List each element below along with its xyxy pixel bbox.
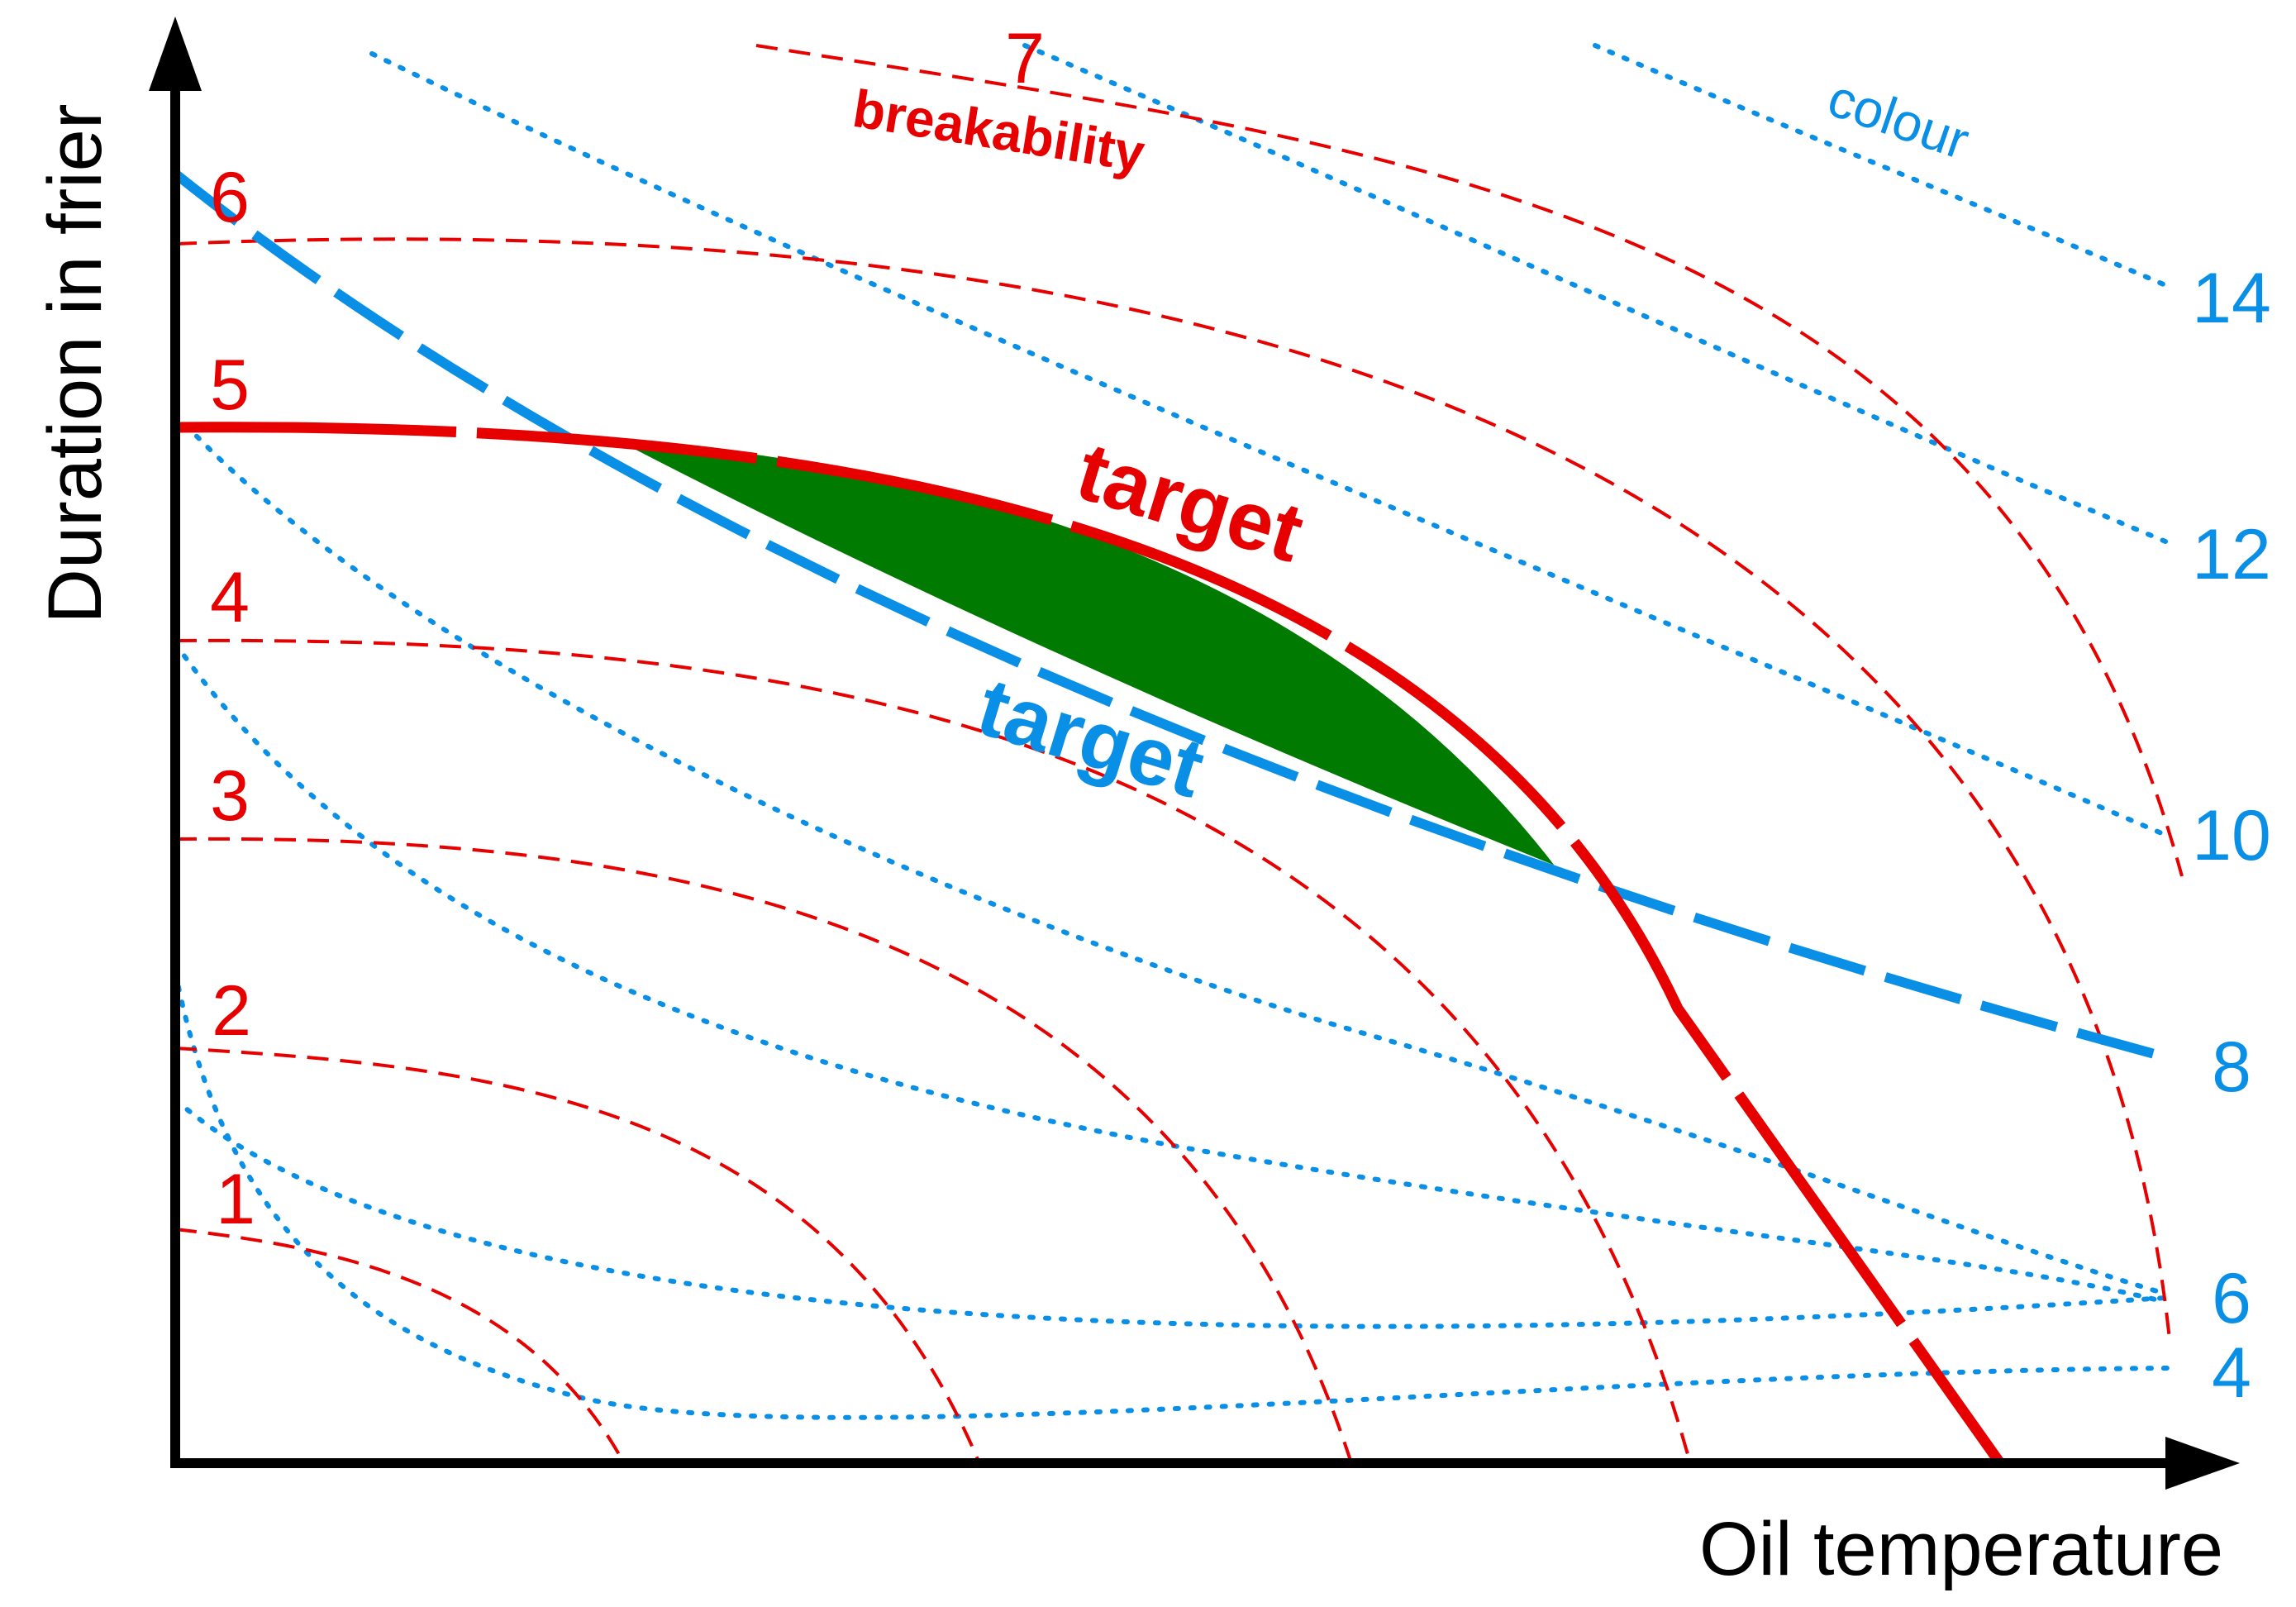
breakability-contours bbox=[174, 44, 2184, 1464]
colour-labels: colour 14 12 10 8 6 4 target bbox=[968, 68, 2271, 1413]
colour-label-8: 8 bbox=[2212, 1028, 2251, 1107]
breakability-label-7: 7 bbox=[1005, 19, 1045, 98]
colour-label-4: 4 bbox=[2212, 1333, 2251, 1413]
breakability-target-curve bbox=[174, 422, 2005, 1466]
breakability-contour-7 bbox=[755, 44, 2184, 877]
x-axis-label: Oil temperature bbox=[1699, 1507, 2223, 1591]
x-axis-arrow-icon bbox=[2165, 1437, 2240, 1490]
y-axis-arrow-icon bbox=[149, 17, 202, 91]
breakability-label-6: 6 bbox=[210, 158, 250, 237]
colour-label-12: 12 bbox=[2192, 515, 2271, 594]
colour-label-6: 6 bbox=[2212, 1259, 2251, 1338]
axes bbox=[149, 17, 2240, 1490]
colour-contour-14c bbox=[1593, 43, 2168, 288]
y-axis-label: Duration in frier bbox=[33, 104, 117, 624]
breakability-contour-3 bbox=[174, 837, 1353, 1464]
breakability-label-3: 3 bbox=[210, 756, 250, 836]
colour-contour-4 bbox=[173, 969, 2172, 1420]
breakability-title: breakability bbox=[849, 79, 1149, 184]
colour-target-curve bbox=[172, 169, 2171, 1063]
colour-label-14: 14 bbox=[2192, 259, 2271, 338]
colour-label-10: 10 bbox=[2192, 796, 2271, 875]
colour-contour-10 bbox=[173, 641, 2168, 1304]
breakability-contour-2 bbox=[174, 1047, 981, 1464]
breakability-label-2: 2 bbox=[212, 971, 251, 1051]
breakability-label-4: 4 bbox=[210, 558, 250, 637]
colour-contour-6 bbox=[173, 1097, 2168, 1329]
breakability-contour-1 bbox=[174, 1228, 626, 1464]
breakability-contour-6 bbox=[174, 237, 2171, 1340]
colour-title: colour bbox=[1821, 68, 1976, 171]
breakability-label-1: 1 bbox=[216, 1160, 255, 1239]
breakability-label-5: 5 bbox=[210, 346, 250, 425]
colour-contour-12 bbox=[173, 411, 2168, 1296]
colour-contour-14a bbox=[369, 51, 2168, 837]
breakability-contour-4 bbox=[174, 638, 1692, 1464]
